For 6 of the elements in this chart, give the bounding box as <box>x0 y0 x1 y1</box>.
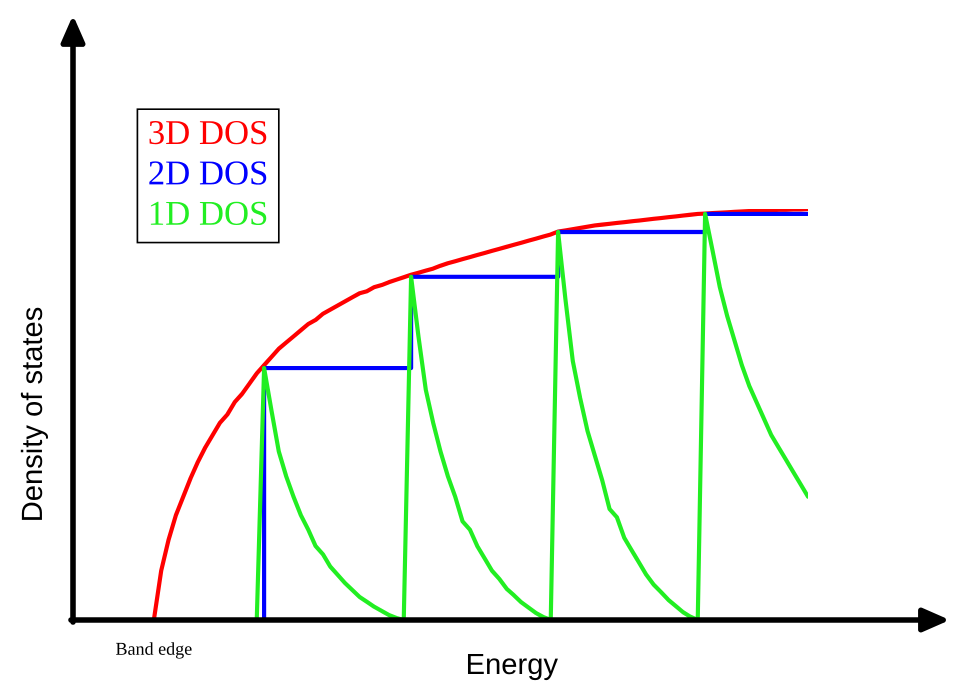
x-axis-title: Energy <box>468 654 558 680</box>
text: Band edge <box>116 642 192 659</box>
text: 1D DOS <box>150 202 266 226</box>
text: 3D DOS <box>149 120 266 144</box>
text: 2D DOS <box>149 161 266 185</box>
y-axis-title: Density of states <box>20 308 48 520</box>
